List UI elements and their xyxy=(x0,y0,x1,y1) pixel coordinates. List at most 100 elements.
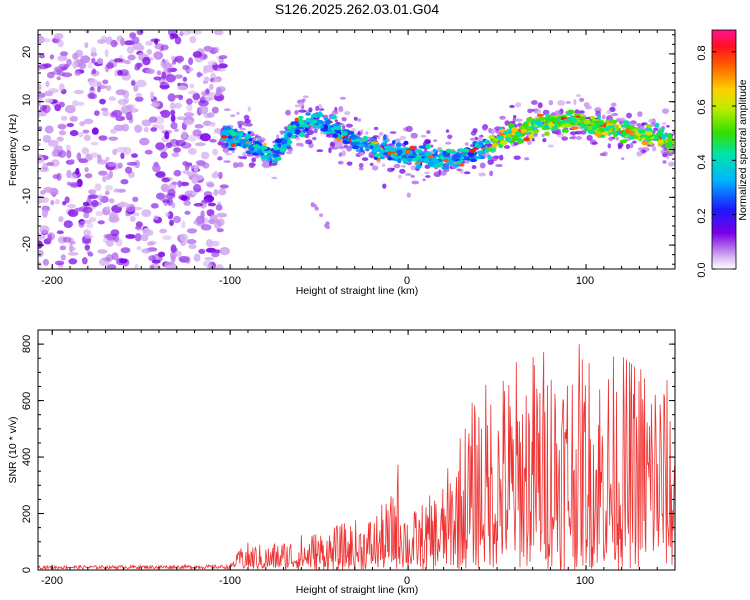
spectrogram-ridge-blob xyxy=(289,128,296,133)
spectrogram-noise-blob xyxy=(211,251,220,258)
top-xtick-label: 100 xyxy=(576,275,594,287)
spectrogram-ridge-blob xyxy=(442,158,449,163)
spectrogram-ridge-halo xyxy=(337,160,344,165)
spectrogram-noise-blob xyxy=(173,128,180,132)
spectrogram-ridge-halo xyxy=(331,110,339,115)
spectrogram-noise-blob xyxy=(106,173,111,180)
spectrogram-ridge-halo xyxy=(433,139,438,143)
spectrogram-noise-blob xyxy=(63,64,69,70)
spectrogram-noise-blob xyxy=(48,88,59,94)
spectrogram-ridge-halo xyxy=(334,119,338,123)
spectrogram-ridge-blob xyxy=(295,126,301,130)
spectrogram-noise-blob xyxy=(143,126,149,133)
spectrogram-ridge-blob xyxy=(570,118,578,123)
spectrogram-ridge-halo xyxy=(621,157,625,161)
spectrogram-noise-blob xyxy=(219,184,229,189)
bottom-xtick-label: -100 xyxy=(219,575,241,587)
spectrogram-ridge-halo xyxy=(329,141,335,148)
spectrogram-noise-blob xyxy=(69,159,75,164)
spectrogram-ridge-halo xyxy=(607,143,612,149)
spectrogram-ridge-blob xyxy=(654,122,660,128)
spectrogram-noise-blob xyxy=(81,257,88,265)
spectrogram-noise-blob xyxy=(96,58,104,65)
spectrogram-ridge-halo xyxy=(445,129,450,133)
spectrogram-ridge-halo xyxy=(531,100,538,105)
spectrogram-noise-blob xyxy=(155,171,165,177)
spectrogram-noise-blob xyxy=(124,60,131,65)
spectrogram-ridge-blob xyxy=(416,162,421,166)
spectrogram-noise-blob xyxy=(68,182,80,187)
spectrogram-noise-blob xyxy=(82,206,93,214)
spectrogram-ridge-blob xyxy=(607,125,615,129)
spectrogram-ridge-blob xyxy=(237,132,244,137)
spectrogram-ridge-halo xyxy=(580,130,587,135)
spectrogram-ridge-halo xyxy=(399,168,406,174)
spectrogram-noise-blob xyxy=(174,55,184,63)
spectrogram-ridge-blob xyxy=(220,135,228,139)
spectrogram-ridge-blob xyxy=(415,164,422,169)
spectrogram-ridge-halo xyxy=(662,160,667,164)
colorbar-ticks xyxy=(712,51,736,270)
spectrogram-ridge-blob xyxy=(479,150,486,154)
top-ytick-label: 0 xyxy=(21,145,33,151)
spectrogram-ridge-blob xyxy=(441,166,450,170)
spectrogram-ridge-blob xyxy=(382,135,387,140)
spectrogram-ridge-blob xyxy=(253,147,259,152)
spectrogram-noise-blob xyxy=(58,130,66,136)
spectrogram-noise-blob xyxy=(56,230,64,235)
spectrogram-noise-blob xyxy=(91,199,99,208)
spectrogram-noise-blob xyxy=(98,135,108,141)
spectrogram-ridge-halo xyxy=(591,141,598,145)
spectrogram-tail-blob xyxy=(319,213,324,217)
colorbar-tick-label: 0.0 xyxy=(696,262,708,277)
spectrogram-ridge-blob xyxy=(619,139,628,144)
spectrogram-noise-blob xyxy=(54,199,60,205)
spectrogram-ridge-blob xyxy=(487,154,492,160)
spectrogram-ridge-halo xyxy=(223,160,231,163)
spectrogram-noise-blob xyxy=(212,78,219,83)
top-ytick-label: 20 xyxy=(21,46,33,58)
spectrogram-noise-blob xyxy=(186,98,193,105)
spectrogram-noise-blob xyxy=(48,142,58,148)
spectrogram-noise-blob xyxy=(38,155,45,164)
top-x-axis-label: Height of straight line (km) xyxy=(296,285,419,297)
spectrogram-ridge-blob xyxy=(418,157,424,162)
spectrogram-ridge-halo xyxy=(632,140,637,144)
spectrogram-ridge-blob xyxy=(587,125,593,130)
spectrogram-ridge-blob xyxy=(379,156,385,160)
spectrogram-ridge-halo xyxy=(578,110,585,114)
spectrogram-ridge-blob xyxy=(229,131,238,137)
spectrogram-ridge-blob xyxy=(405,149,411,155)
spectrogram-noise-blob xyxy=(170,55,176,60)
spectrogram-noise-blob xyxy=(50,71,62,75)
top-ytick-label: 10 xyxy=(21,94,33,106)
spectrogram-noise-blob xyxy=(60,254,66,261)
spectrogram-noise-blob xyxy=(83,134,91,142)
spectrogram-noise-blob xyxy=(136,246,142,251)
spectrogram-noise-blob xyxy=(187,171,198,178)
spectrogram-noise-blob xyxy=(175,139,186,147)
spectrogram-noise-blob xyxy=(173,147,182,153)
spectrogram-noise-blob xyxy=(189,83,195,89)
spectrogram-noise-blob xyxy=(158,124,165,131)
spectrogram-ridge-blob xyxy=(422,157,430,162)
spectrogram-noise-blob xyxy=(165,74,176,83)
spectrogram-ridge-halo xyxy=(302,95,309,99)
spectrogram-ridge-halo xyxy=(601,114,606,120)
spectrogram-noise-blob xyxy=(211,106,219,114)
spectrogram-ridge-halo xyxy=(565,101,571,104)
spectrogram-ridge-halo xyxy=(286,151,293,155)
spectrogram-noise-blob xyxy=(38,126,43,132)
spectrogram-noise-blob xyxy=(216,228,224,233)
spectrogram-ridge-blob xyxy=(364,145,370,148)
spectrogram-ridge-blob xyxy=(554,121,558,127)
spectrogram-ridge-halo xyxy=(225,152,232,156)
spectrogram-ridge-halo xyxy=(615,137,620,141)
spectrogram-noise-blob xyxy=(47,234,52,242)
spectrogram-noise-blob xyxy=(193,99,199,104)
spectrogram-noise-blob xyxy=(203,120,212,127)
spectrogram-ridge-halo xyxy=(547,144,554,148)
spectrogram-ridge-blob xyxy=(304,127,309,132)
spectrogram-ridge-halo xyxy=(514,102,522,108)
spectrogram-ridge-blob xyxy=(342,137,349,141)
